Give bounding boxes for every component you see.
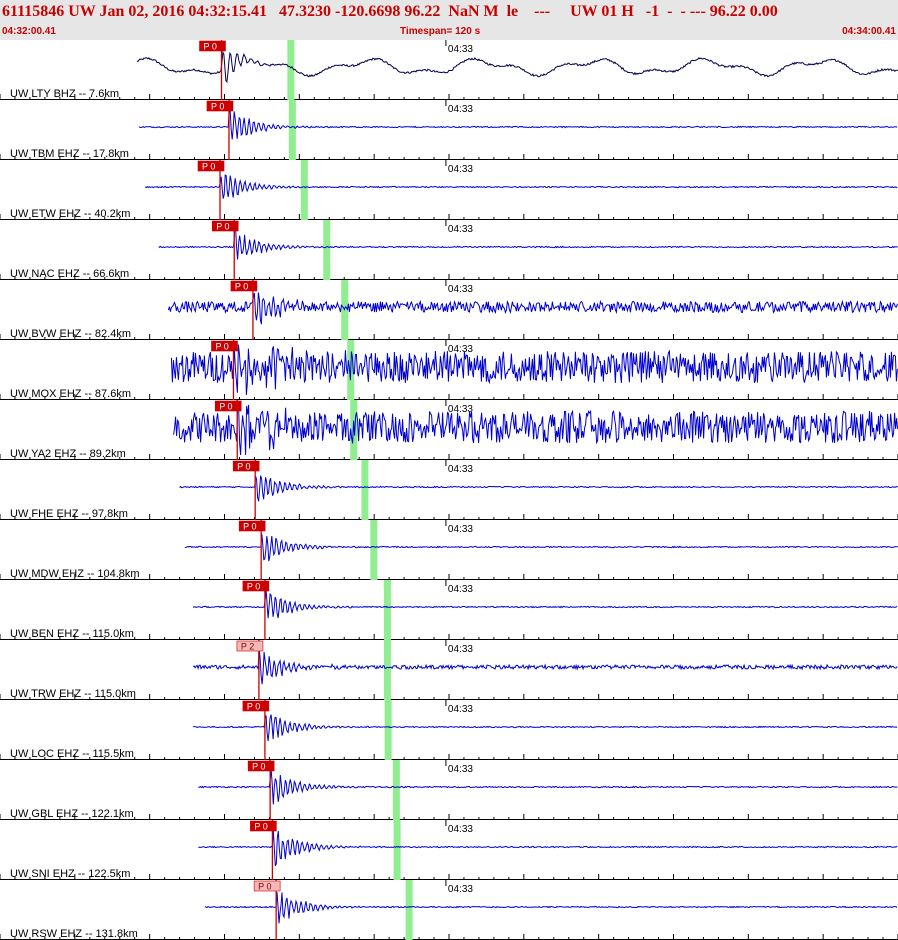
channel-label: UW LOC EHZ -- 115.5km: [10, 748, 134, 760]
p-pick-label: P 0: [202, 162, 215, 172]
waveform-trace: [204, 892, 898, 924]
waveform-trace: [144, 174, 898, 199]
end-time-label: 04:34:00.41: [842, 26, 896, 37]
seismogram-plot: 04:33 P 0 UW LTY BHZ -- 7.6km 04:33 P 0 UW TB…: [0, 40, 898, 940]
waveform-trace: [158, 228, 898, 260]
channel-label: UW SNI EHZ -- 122.5km: [10, 868, 130, 880]
minute-tick-label: 04:33: [448, 824, 473, 835]
waveform-trace: [179, 475, 898, 502]
p-pick-box: [214, 400, 242, 412]
p-pick-label: P 0: [204, 42, 217, 52]
waveform-trace: [170, 344, 898, 396]
s-wave-marker: [361, 460, 369, 520]
p-pick-label: P 0: [254, 822, 267, 832]
s-wave-marker: [393, 820, 401, 880]
p-pick-label: P 0: [235, 282, 248, 292]
s-wave-marker: [350, 400, 358, 460]
minute-tick-label: 04:33: [448, 404, 473, 415]
p-pick-label: P 2: [241, 642, 254, 652]
minute-tick-label: 04:33: [448, 344, 473, 355]
p-pick-label: P 0: [215, 342, 228, 352]
p-pick-box: [232, 460, 260, 472]
minute-tick-label: 04:33: [448, 884, 473, 895]
waveform-trace: [173, 402, 898, 456]
minute-tick-label: 04:33: [448, 104, 473, 115]
channel-label: UW BVW EHZ -- 82.4km: [10, 328, 131, 340]
p-pick-label: P 0: [237, 462, 250, 472]
p-pick-label: P 0: [216, 222, 229, 232]
event-title: 61115846 UW Jan 02, 2016 04:32:15.41 47.…: [2, 3, 778, 20]
p-pick-box: [238, 520, 266, 532]
s-wave-marker: [287, 40, 295, 100]
p-pick-label: P 0: [211, 102, 224, 112]
waveform-trace: [192, 590, 898, 619]
p-pick-box: [211, 340, 238, 352]
waveform-trace: [167, 292, 898, 325]
minute-tick-label: 04:33: [448, 584, 473, 595]
p-pick-box: [206, 100, 234, 112]
p-pick-label: P 0: [258, 882, 271, 892]
s-wave-marker: [383, 580, 391, 640]
p-pick-box: [199, 40, 226, 52]
channel-label: UW FHE EHZ -- 97.8km: [10, 508, 128, 520]
channel-label: UW YA2 EHZ -- 89.2km: [10, 448, 126, 460]
p-pick-box: [197, 160, 225, 172]
p-pick-box: [242, 700, 270, 712]
p-pick-box: [242, 580, 270, 592]
minute-tick-label: 04:33: [448, 764, 473, 775]
channel-label: UW GBL EHZ -- 122.1km: [10, 808, 134, 820]
minute-tick-label: 04:33: [448, 224, 473, 235]
s-wave-marker: [383, 640, 391, 700]
start-time-label: 04:32:00.41: [2, 26, 56, 37]
channel-label: UW TBM EHZ -- 17.8km: [10, 148, 129, 160]
s-wave-marker: [300, 160, 308, 220]
s-wave-marker: [370, 520, 378, 580]
minute-tick-label: 04:33: [448, 704, 473, 715]
channel-label: UW ETW EHZ -- 40.2km: [10, 208, 130, 220]
channel-label: UW MOX EHZ -- 87.6km: [10, 388, 131, 400]
waveform-trace: [193, 714, 898, 741]
header-bar: 61115846 UW Jan 02, 2016 04:32:15.41 47.…: [0, 0, 898, 40]
minute-tick-label: 04:33: [448, 644, 473, 655]
minute-tick-label: 04:33: [448, 164, 473, 175]
minute-tick-label: 04:33: [448, 44, 473, 55]
p-pick-box: [211, 220, 239, 232]
p-pick-box: [250, 820, 277, 832]
p-pick-box: [247, 760, 275, 772]
channel-label: UW MDW EHZ -- 104.8km: [10, 568, 140, 580]
waveform-trace: [198, 771, 898, 805]
s-wave-marker: [405, 880, 413, 940]
channel-label: UW TRW EHZ -- 115.0km: [10, 688, 136, 700]
p-pick-label: P 0: [252, 762, 265, 772]
minute-tick-label: 04:33: [448, 284, 473, 295]
channel-label: UW RSW EHZ -- 131.8km: [10, 928, 138, 940]
waveform-trace: [138, 110, 898, 140]
p-pick-box: [236, 640, 264, 652]
minute-tick-label: 04:33: [448, 524, 473, 535]
p-pick-box: [230, 280, 258, 292]
p-pick-label: P 0: [219, 402, 232, 412]
channel-label: UW BEN EHZ -- 115.0km: [10, 628, 134, 640]
waveform-trace: [192, 648, 898, 685]
waveform-trace: [136, 50, 898, 83]
p-pick-box: [253, 880, 281, 892]
s-wave-marker: [392, 760, 400, 820]
channel-label: UW LTY BHZ -- 7.6km: [10, 88, 119, 100]
s-wave-marker: [323, 220, 331, 280]
p-pick-label: P 0: [247, 582, 260, 592]
minute-tick-label: 04:33: [448, 464, 473, 475]
s-wave-marker: [384, 700, 392, 760]
channel-label: UW NAC EHZ -- 66.6km: [10, 268, 129, 280]
p-pick-label: P 0: [247, 702, 260, 712]
waveform-trace: [184, 533, 898, 562]
timespan-label: Timespan= 120 s: [400, 26, 481, 37]
waveform-trace: [198, 829, 898, 867]
p-pick-label: P 0: [243, 522, 256, 532]
s-wave-marker: [288, 100, 296, 160]
